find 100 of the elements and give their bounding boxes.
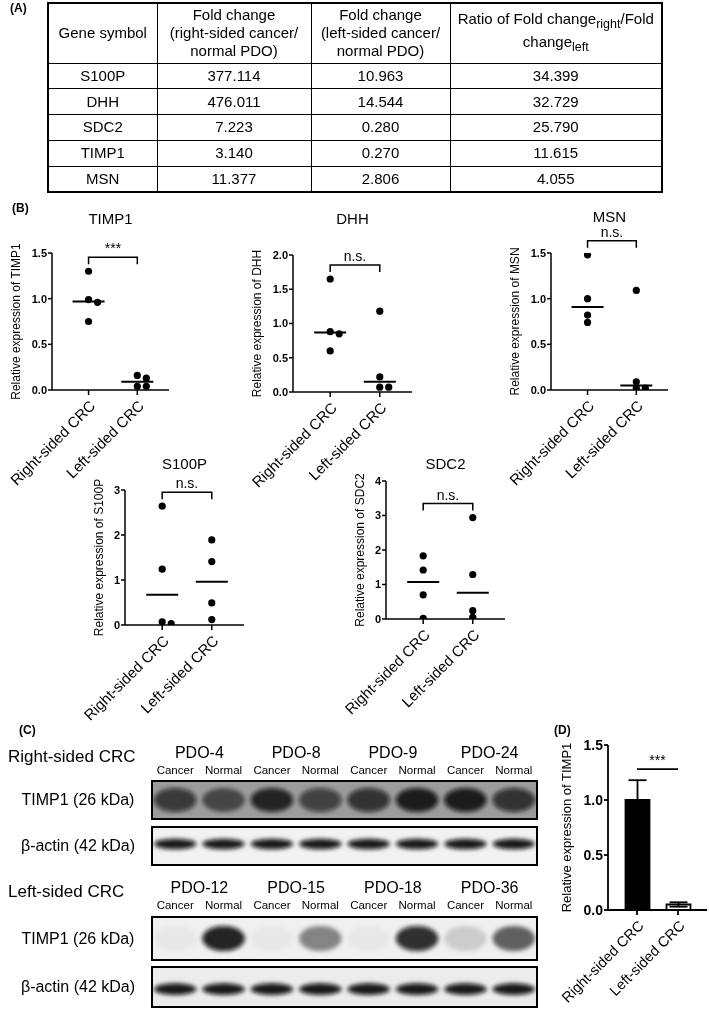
category-label: Fold change (left-sided cancer/ normal PDO)	[320, 6, 441, 60]
text: Gene symbol	[58, 24, 147, 42]
text: 7.223	[215, 118, 253, 136]
y-tick-label: 0.5	[583, 846, 604, 863]
text: (B)	[12, 201, 29, 215]
text: Left-sided CRC	[8, 882, 125, 901]
y-axis-title: Relative expression of DHH	[249, 249, 264, 398]
text: PDO-12	[170, 879, 229, 896]
text: β-actin (42 kDa)	[20, 978, 136, 995]
text: Normal	[205, 899, 243, 911]
y-tick-label: 1.0	[583, 791, 604, 808]
text: 11.377	[211, 169, 257, 187]
text: 25.790	[532, 118, 579, 136]
text: Cancer	[350, 764, 388, 776]
annotation: n.s.	[436, 486, 460, 503]
chart-title: S100P	[161, 455, 208, 472]
text: Normal	[495, 899, 533, 911]
text: PDO-18	[363, 879, 422, 896]
y-tick-label: 0.0	[272, 385, 288, 398]
text: Normal	[205, 764, 243, 776]
text: TIMP1 (26 kDa)	[21, 791, 135, 808]
y-tick-label: 1.0	[530, 292, 546, 305]
text: 32.729	[532, 92, 579, 110]
y-tick-label: 0.5	[530, 338, 546, 351]
text: Cancer	[446, 899, 484, 911]
text: 3.140	[215, 144, 253, 162]
y-tick-label: 1.5	[530, 246, 546, 259]
chart-title: MSN	[592, 208, 627, 225]
text: Cancer	[446, 764, 484, 776]
text: Cancer	[156, 764, 194, 776]
text: PDO-36	[460, 879, 519, 896]
y-tick-label: 0.5	[272, 351, 288, 364]
text: Normal	[398, 764, 436, 776]
text: (C)	[19, 723, 36, 737]
text: 10.963	[357, 66, 404, 84]
category-label: TIMP1	[80, 144, 125, 162]
y-tick-label: 2	[374, 543, 381, 556]
text: Cancer	[253, 764, 291, 776]
text: (D)	[554, 723, 571, 737]
text: 0.270	[361, 144, 400, 162]
y-tick-label: 2.0	[272, 248, 288, 261]
text: PDO-15	[267, 879, 326, 896]
category-label: Fold change (right-sided cancer/ normal PDO)	[169, 6, 299, 60]
annotation: n.s.	[343, 247, 367, 264]
text: Cancer	[156, 899, 194, 911]
y-axis-title: Relative expression of S100P	[91, 478, 106, 637]
category-label: SDC2	[82, 118, 123, 136]
y-tick-label: 1.0	[31, 292, 47, 305]
y-tick-label: 1.5	[583, 736, 604, 753]
text: TIMP1 (26 kDa)	[21, 929, 135, 947]
text: 11.615	[533, 144, 579, 162]
y-tick-label: 0	[374, 612, 381, 625]
annotation: ***	[104, 240, 122, 257]
chart-title: DHH	[336, 210, 369, 227]
y-axis-title: Relative expression of TIMP1	[559, 742, 575, 913]
annotation: n.s.	[175, 475, 199, 492]
text: 0.280	[361, 118, 400, 136]
text: 34.399	[532, 66, 579, 84]
y-tick-label: 0	[113, 618, 120, 631]
text: Cancer	[350, 899, 388, 911]
category-label: Ratio of Fold change$_{right}$/Fold change$_{left}$	[457, 10, 654, 55]
text: β-actin (42 kDa)	[20, 837, 136, 854]
y-axis-title: Relative expression of TIMP1	[8, 242, 23, 400]
chart-title: TIMP1	[88, 210, 133, 227]
y-axis-title: Relative expression of MSN	[507, 247, 522, 396]
y-tick-label: 1	[374, 578, 381, 591]
text: Right-sided CRC	[8, 747, 136, 766]
y-tick-label: 0.0	[31, 383, 47, 396]
text: (A)	[10, 1, 27, 15]
text: PDO-9	[368, 744, 418, 761]
text: n.s.	[600, 223, 624, 240]
annotation: ***	[649, 752, 667, 769]
text: Normal	[398, 899, 436, 911]
y-tick-label: 1	[113, 573, 120, 586]
y-tick-label: 3	[113, 483, 120, 496]
text: Normal	[495, 764, 533, 776]
text: 14.544	[357, 92, 404, 110]
y-tick-label: 0.0	[530, 383, 546, 396]
chart-title: SDC2	[425, 455, 466, 472]
y-tick-label: 1.5	[31, 246, 47, 259]
y-tick-label: 1.0	[272, 317, 288, 330]
y-tick-label: 1.5	[272, 283, 288, 296]
text: Normal	[301, 899, 339, 911]
y-tick-label: 0.5	[31, 338, 47, 351]
text: 476.011	[207, 92, 261, 110]
y-tick-label: 3	[374, 509, 381, 522]
y-tick-label: 2	[113, 528, 120, 541]
text: Cancer	[253, 899, 291, 911]
y-tick-label: 4	[374, 474, 382, 487]
text: PDO-24	[460, 744, 519, 761]
category-label: MSN	[86, 169, 120, 187]
text: 377.114	[207, 66, 261, 84]
text: Normal	[301, 764, 339, 776]
text: PDO-4	[174, 744, 224, 761]
text: PDO-8	[271, 744, 321, 761]
category-label: S100P	[80, 66, 126, 84]
category-label: DHH	[86, 92, 119, 110]
y-tick-label: 0.0	[583, 901, 604, 918]
text: 4.055	[536, 169, 575, 187]
text: 2.806	[361, 169, 400, 187]
